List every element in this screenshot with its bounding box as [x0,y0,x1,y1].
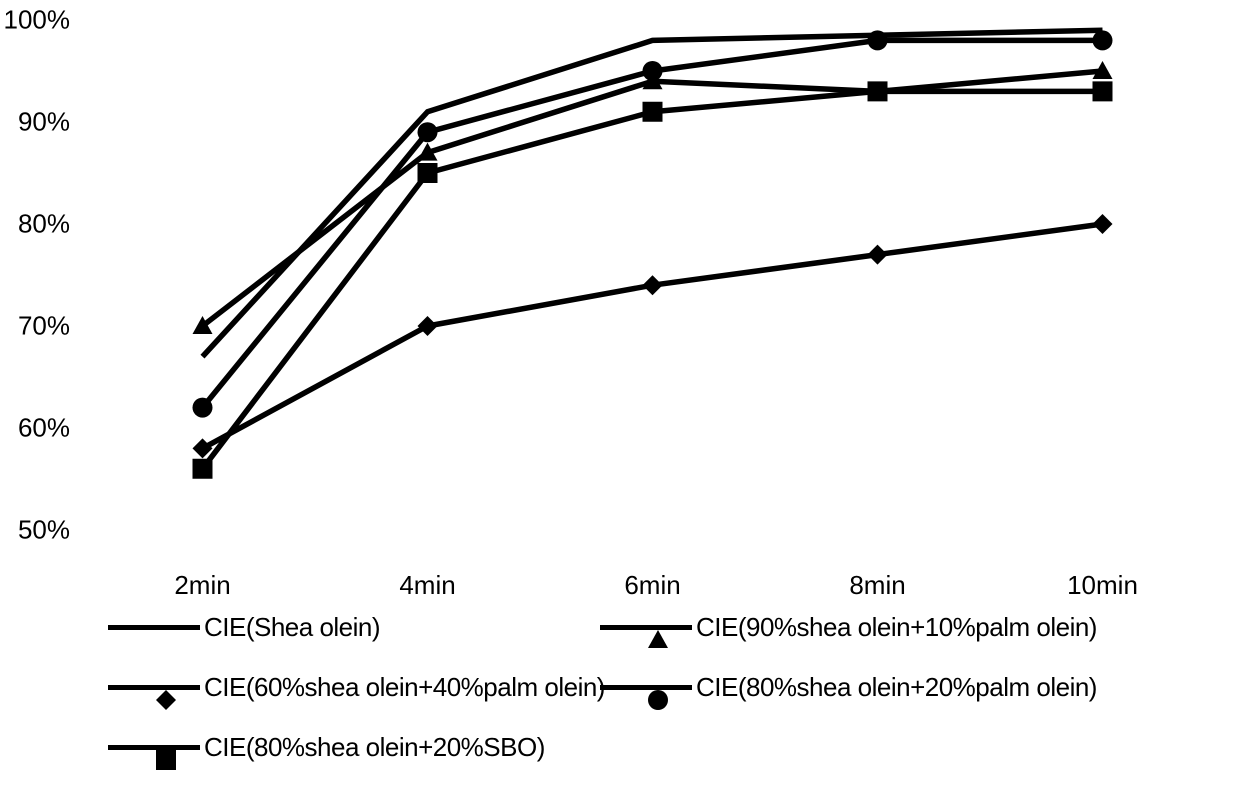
series-marker [418,122,438,142]
legend-line-sample [108,625,200,631]
series-marker [418,163,438,183]
series-marker [868,81,888,101]
legend-item: CIE(80%shea olein+20%SBO) [108,732,545,763]
x-axis-tick-label: 8min [849,570,905,601]
series-marker [643,275,663,295]
series-marker [1093,214,1113,234]
x-axis-tick-label: 6min [624,570,680,601]
series-marker [418,316,438,336]
legend-label: CIE(80%shea olein+20%SBO) [204,732,545,763]
legend-label: CIE(90%shea olein+10%palm olein) [696,612,1097,643]
y-axis-tick-label: 100% [0,5,70,36]
legend-item: CIE(Shea olein) [108,612,380,643]
legend-label: CIE(80%shea olein+20%palm olein) [696,672,1097,703]
legend-label: CIE(60%shea olein+40%palm olein) [204,672,605,703]
series-marker [193,459,213,479]
y-axis-tick-label: 50% [0,515,70,546]
y-axis-tick-label: 90% [0,107,70,138]
series-marker [868,245,888,265]
y-axis-tick-label: 80% [0,209,70,240]
series-marker [643,61,663,81]
series-marker [1093,30,1113,50]
series-marker [643,102,663,122]
x-axis-tick-label: 10min [1067,570,1138,601]
y-axis-tick-label: 70% [0,311,70,342]
x-axis-tick-label: 2min [174,570,230,601]
legend-item: CIE(90%shea olein+10%palm olein) [600,612,1097,643]
legend-line-sample [108,685,200,691]
series-marker [193,398,213,418]
legend-item: CIE(60%shea olein+40%palm olein) [108,672,605,703]
series-line-2 [203,224,1103,448]
legend-line-sample [600,685,692,691]
legend-label: CIE(Shea olein) [204,612,380,643]
legend-line-sample [108,745,200,751]
series-marker [868,30,888,50]
legend-item: CIE(80%shea olein+20%palm olein) [600,672,1097,703]
y-axis-tick-label: 60% [0,413,70,444]
series-marker [1093,81,1113,101]
x-axis-tick-label: 4min [399,570,455,601]
legend-line-sample [600,625,692,631]
line-chart: 50% 60% 70% 80% 90% 100% 2min 4min 6min 8min 10min… [0,0,1239,796]
